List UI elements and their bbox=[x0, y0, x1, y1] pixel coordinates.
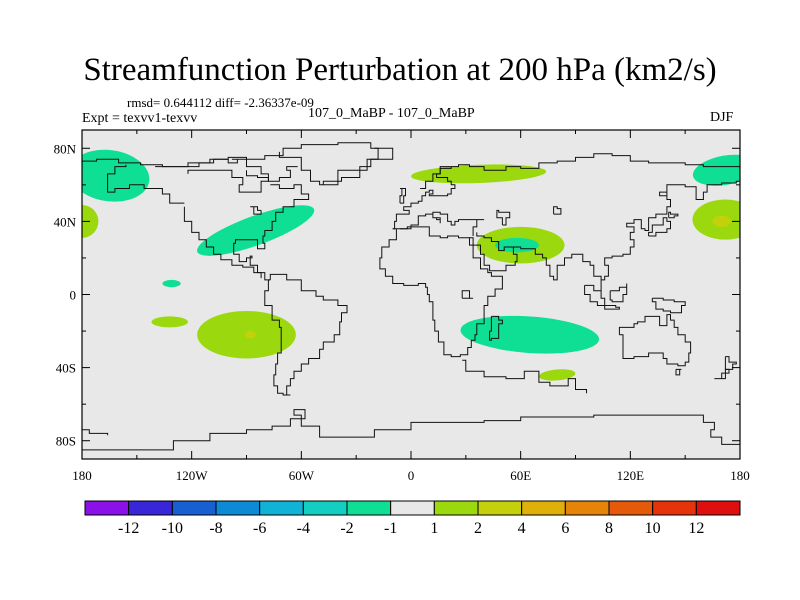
coastline-22 bbox=[675, 368, 682, 376]
lake-1 bbox=[461, 290, 474, 299]
coastline-8 bbox=[392, 153, 740, 230]
colorbar-swatch-12 bbox=[608, 500, 654, 516]
coastline-18 bbox=[604, 305, 620, 310]
colorbar-swatch-13 bbox=[652, 500, 697, 516]
experiment-label: Expt = texvv1-texvv bbox=[82, 111, 198, 126]
case-label: 107_0_MaBP - 107_0_MaBP bbox=[308, 106, 475, 121]
chart-title: Streamfunction Perturbation at 200 hPa (… bbox=[83, 52, 717, 88]
colorbar-label-12: 10 bbox=[645, 520, 661, 537]
colorbar-label-11: 8 bbox=[605, 520, 613, 537]
season-label: DJF bbox=[710, 110, 734, 125]
colorbar-swatch-6 bbox=[346, 500, 392, 516]
colorbar-swatch-7 bbox=[390, 500, 435, 516]
colorbar-swatch-2 bbox=[171, 500, 217, 516]
y-tick-label-0: 80N bbox=[54, 141, 77, 156]
colorbar-label-10: 6 bbox=[561, 520, 569, 537]
coastline-7 bbox=[379, 226, 503, 358]
coastline-29 bbox=[246, 166, 298, 182]
colorbar-label-5: -2 bbox=[340, 520, 353, 537]
colorbar-label-9: 4 bbox=[518, 520, 526, 537]
coastline-0 bbox=[82, 142, 379, 186]
colorbar-label-0: -12 bbox=[118, 520, 139, 537]
coastline-3 bbox=[233, 184, 310, 281]
x-tick-label-4: 60E bbox=[510, 468, 531, 483]
x-tick-label-1: 120W bbox=[176, 468, 209, 483]
anomaly-region-6 bbox=[244, 331, 256, 339]
y-tick-label-2: 0 bbox=[70, 288, 77, 303]
coastline-24 bbox=[714, 368, 730, 380]
colorbar-swatch-1 bbox=[128, 500, 173, 516]
colorbar-label-4: -4 bbox=[297, 520, 310, 537]
coastline-30 bbox=[462, 359, 587, 394]
y-tick-label-4: 80S bbox=[56, 434, 76, 449]
colorbar-label-2: -8 bbox=[209, 520, 222, 537]
coastline-27 bbox=[82, 429, 109, 436]
coastline-10 bbox=[420, 166, 452, 189]
coastline-14 bbox=[513, 175, 740, 291]
colorbar-label-8: 2 bbox=[474, 520, 482, 537]
coastline-21 bbox=[618, 314, 692, 367]
x-tick-label-0: 180 bbox=[72, 468, 92, 483]
colorbar-label-1: -10 bbox=[162, 520, 183, 537]
colorbar: -12 -10 -8 -6 -4 -2 -1 1 2 4 6 8 10 12 bbox=[84, 500, 741, 537]
colorbar-swatch-0 bbox=[84, 500, 130, 516]
coastline-9 bbox=[400, 211, 485, 236]
anomaly-region-7 bbox=[411, 164, 547, 184]
colorbar-swatch-11 bbox=[564, 500, 610, 516]
x-tick-label-5: 120E bbox=[617, 468, 645, 483]
coastline-19 bbox=[609, 283, 628, 303]
colorbar-swatch-9 bbox=[477, 500, 523, 516]
coastline-25 bbox=[489, 315, 503, 341]
anomaly-region-11 bbox=[539, 369, 576, 381]
coastline-1 bbox=[322, 147, 394, 185]
coastline-28 bbox=[155, 158, 238, 168]
colorbar-label-13: 12 bbox=[688, 520, 704, 537]
coastline-2 bbox=[187, 158, 269, 193]
colorbar-swatch-4 bbox=[259, 500, 304, 516]
anomaly-region-3 bbox=[162, 279, 181, 288]
colorbar-swatch-5 bbox=[302, 500, 348, 516]
coastline-6 bbox=[264, 273, 348, 396]
x-tick-label-3: 0 bbox=[408, 468, 415, 483]
coastline-layer bbox=[82, 142, 740, 451]
stats-label: rmsd= 0.644112 diff= -2.36337e-09 bbox=[127, 95, 314, 110]
colorbar-swatch-8 bbox=[433, 500, 479, 516]
coastline-16 bbox=[668, 211, 679, 219]
anomaly-region-2 bbox=[197, 205, 315, 256]
y-tick-label-3: 40S bbox=[56, 361, 76, 376]
map-background bbox=[82, 130, 740, 459]
colorbar-swatch-10 bbox=[521, 500, 566, 516]
coastline-20 bbox=[651, 297, 686, 314]
lake-0 bbox=[250, 206, 262, 215]
lake-2 bbox=[553, 206, 562, 215]
colorbar-label-7: 1 bbox=[430, 520, 438, 537]
x-tick-label-2: 60W bbox=[289, 468, 315, 483]
coastline-5 bbox=[107, 164, 185, 204]
coastline-26 bbox=[82, 409, 740, 451]
colorbar-label-6: -1 bbox=[384, 520, 397, 537]
colorbar-label-3: -6 bbox=[253, 520, 266, 537]
coastline-13 bbox=[496, 209, 511, 226]
anomaly-region-14 bbox=[712, 215, 731, 227]
y-tick-label-1: 40N bbox=[54, 214, 77, 229]
axis-ticks: 180 120W 60W 0 60E 120E 180 80N 40N 0 40S 80S bbox=[54, 130, 750, 483]
anomaly-region-12 bbox=[692, 154, 740, 186]
colorbar-swatch-3 bbox=[215, 500, 261, 516]
coastline-15 bbox=[648, 217, 671, 237]
x-tick-label-6: 180 bbox=[730, 468, 750, 483]
coastline-11 bbox=[399, 188, 406, 204]
anomaly-region-4 bbox=[151, 316, 189, 328]
coastline-12 bbox=[469, 232, 518, 272]
coastline-4 bbox=[183, 206, 262, 279]
colorbar-swatch-14 bbox=[695, 500, 741, 516]
anomaly-region-1 bbox=[82, 204, 99, 238]
anomaly-region-10 bbox=[460, 315, 600, 354]
